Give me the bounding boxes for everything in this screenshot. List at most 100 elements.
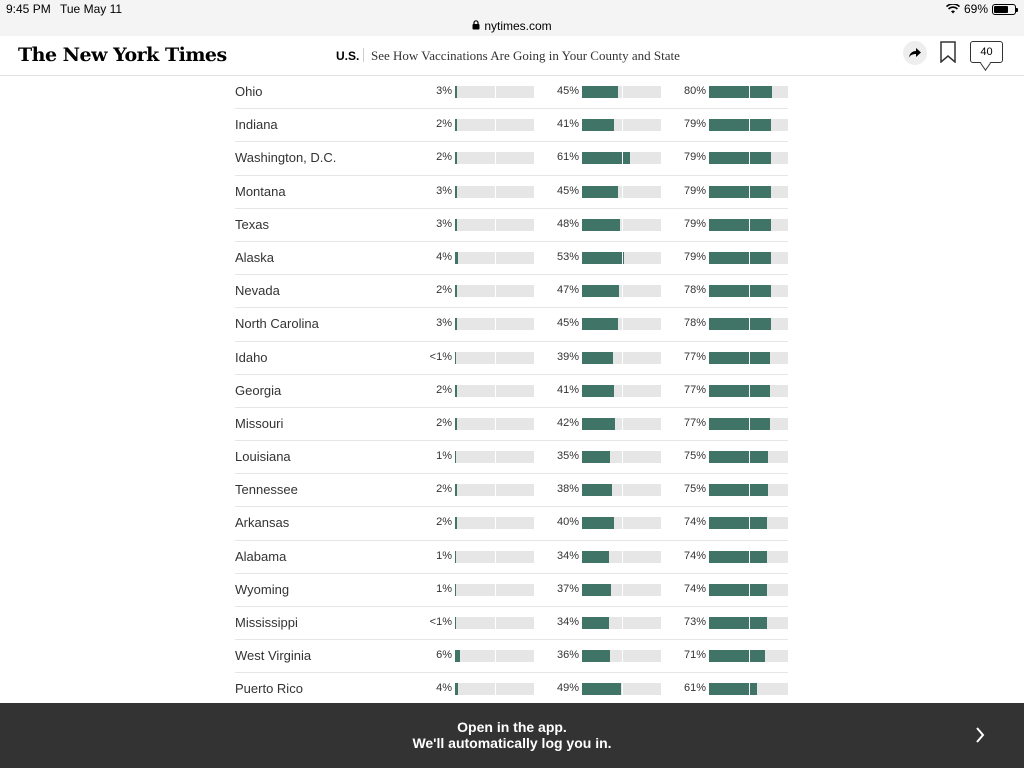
metric-cell: 2% — [436, 516, 534, 530]
metric-bar-midpoint — [621, 318, 623, 331]
metric-bar — [455, 218, 534, 231]
metric-bar-fill — [709, 484, 769, 497]
open-in-app-banner[interactable]: Open in the app. We'll automatically log… — [0, 703, 1024, 768]
metric-percent: 38% — [556, 483, 579, 496]
table-row: Louisiana 1% 35% 75% — [235, 441, 788, 475]
metric-bar-fill — [582, 285, 620, 298]
metric-bar-midpoint — [494, 119, 496, 132]
banner-line-2: We'll automatically log you in. — [412, 735, 612, 751]
metric-cell: 37% — [557, 583, 661, 596]
metric-bar-midpoint — [494, 86, 496, 98]
metric-bar-midpoint — [748, 417, 750, 430]
bookmark-button[interactable] — [940, 41, 956, 64]
metric-cell: 2% — [436, 384, 534, 397]
metric-bar — [709, 384, 788, 397]
metric-percent: 77% — [683, 350, 706, 363]
banner-line-1: Open in the app. — [457, 719, 567, 735]
metric-bar-fill — [582, 617, 609, 629]
metric-bar-fill — [455, 351, 457, 364]
metric-bar — [455, 583, 534, 596]
metric-bar-fill — [455, 251, 459, 264]
metric-bar-fill — [455, 417, 457, 430]
metric-percent: <1% — [429, 350, 452, 363]
metric-percent: 3% — [436, 184, 452, 197]
bookmark-icon — [940, 41, 956, 64]
metric-percent: 73% — [683, 616, 706, 628]
metric-bar — [709, 650, 788, 663]
metric-bar-fill — [582, 185, 618, 198]
metric-cell: 78% — [684, 284, 788, 298]
metric-percent: 45% — [556, 184, 579, 197]
metric-percent: 74% — [683, 516, 706, 529]
metric-bar-fill — [455, 484, 457, 497]
metric-bar-fill — [709, 251, 772, 264]
metric-bar-midpoint — [748, 152, 750, 165]
metric-bar-midpoint — [748, 185, 750, 198]
metric-bar-fill — [582, 517, 614, 530]
comment-icon[interactable]: 40 — [970, 41, 1003, 63]
metric-percent: 78% — [683, 317, 706, 330]
metric-percent: 71% — [683, 649, 706, 662]
metric-bar-midpoint — [748, 517, 750, 530]
url-bar[interactable]: nytimes.com — [0, 18, 1024, 36]
metric-bar — [709, 550, 788, 563]
state-name: Puerto Rico — [235, 681, 303, 697]
metric-bar-midpoint — [621, 683, 623, 696]
metric-percent: <1% — [429, 616, 452, 628]
metric-bar-midpoint — [494, 550, 496, 563]
table-row: Wyoming 1% 37% 74% — [235, 574, 788, 607]
metric-cell: 34% — [557, 550, 661, 563]
metric-cell: 40% — [557, 516, 661, 530]
metric-bar — [582, 550, 661, 563]
metric-bar — [582, 218, 661, 231]
metric-cell: <1% — [430, 616, 534, 629]
metric-bar-fill — [582, 550, 609, 563]
metric-bar-midpoint — [748, 583, 750, 596]
metric-bar-midpoint — [621, 251, 623, 264]
metric-bar-fill — [455, 683, 459, 696]
metric-bar — [455, 152, 534, 165]
nyt-logo[interactable]: The New York Times — [18, 44, 227, 66]
metric-bar-midpoint — [748, 617, 750, 629]
metric-cell: 78% — [684, 317, 788, 331]
metric-bar-fill — [455, 550, 457, 563]
metric-bar — [582, 152, 661, 165]
share-button[interactable] — [903, 41, 927, 65]
state-name: North Carolina — [235, 316, 319, 332]
chevron-right-icon[interactable] — [974, 725, 986, 745]
metric-bar-midpoint — [621, 86, 623, 98]
state-name: Alabama — [235, 548, 287, 564]
metric-bar-midpoint — [748, 86, 750, 98]
metric-percent: 35% — [556, 450, 579, 463]
state-name: Nevada — [235, 283, 280, 299]
metric-bar-midpoint — [621, 550, 623, 563]
metric-percent: 4% — [436, 682, 452, 695]
metric-cell: 3% — [436, 317, 534, 331]
metric-bar-midpoint — [748, 650, 750, 663]
state-name: Arkansas — [235, 515, 290, 531]
metric-bar-midpoint — [494, 251, 496, 264]
metric-bar-midpoint — [621, 384, 623, 397]
metric-bar-fill — [582, 417, 616, 430]
metric-bar-midpoint — [748, 351, 750, 364]
metric-percent: 45% — [556, 85, 579, 97]
metric-bar-midpoint — [748, 218, 750, 231]
metric-cell: 36% — [557, 649, 661, 663]
metric-percent: 61% — [556, 151, 579, 164]
metric-bar — [455, 251, 534, 264]
metric-bar — [582, 119, 661, 132]
metric-percent: 49% — [556, 682, 579, 695]
metric-bar-fill — [455, 185, 458, 198]
metric-bar — [709, 683, 788, 696]
table-row: Washington, D.C. 2% 61% 79% — [235, 142, 788, 176]
metric-bar-fill — [709, 417, 770, 430]
section-label[interactable]: U.S. — [336, 49, 360, 63]
metric-cell: 1% — [436, 550, 534, 563]
metric-bar-fill — [455, 384, 457, 397]
metric-cell: 79% — [684, 118, 788, 132]
table-row: Puerto Rico 4% 49% 61% — [235, 673, 788, 707]
metric-bar-midpoint — [494, 484, 496, 497]
metric-bar — [455, 351, 534, 364]
metric-bar-fill — [582, 119, 615, 132]
metric-cell: 1% — [436, 450, 534, 464]
